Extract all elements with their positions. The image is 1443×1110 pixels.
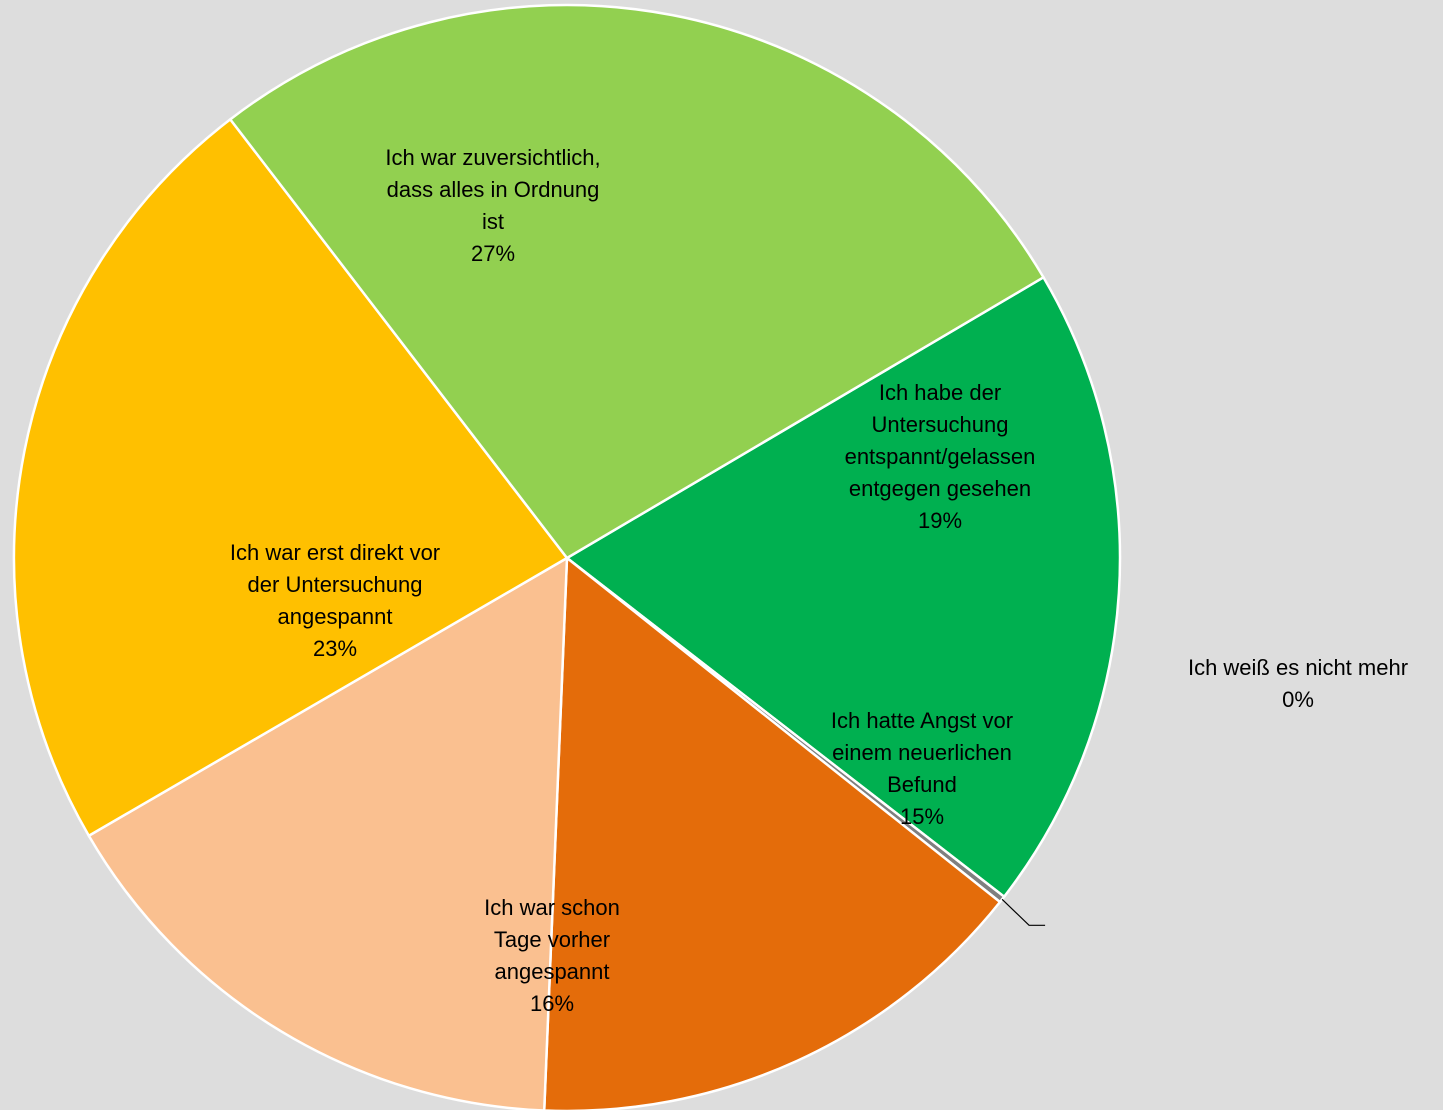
pie-slice-1 (564, 275, 1122, 899)
slice-value-label: 23% (313, 636, 357, 661)
pie-slice-4 (87, 555, 569, 1110)
slice-value-label: 0% (1282, 687, 1314, 712)
slice-category-label: Ich habe der (879, 380, 1001, 405)
slice-value-label: 16% (530, 991, 574, 1016)
slice-category-label: Befund (887, 772, 957, 797)
slice-category-label: Ich war zuversichtlich, (385, 145, 600, 170)
slice-label-3: Ich hatte Angst vor einem neuerlichen Befu… (831, 708, 1013, 829)
slice-label-1: Ich habe der Untersuchung entspannt/gelass… (845, 380, 1036, 533)
slice-category-label: entgegen gesehen (849, 476, 1031, 501)
slice-category-label: der Untersuchung (248, 572, 423, 597)
slice-category-label: entspannt/gelassen (845, 444, 1036, 469)
slice-label-5: Ich war erst direkt vor der Untersuchung a… (230, 540, 440, 661)
leader-line-2 (1001, 898, 1046, 926)
slice-category-label: Ich hatte Angst vor (831, 708, 1013, 733)
slice-label-6: Ich war zuversichtlich, dass alles in Ord… (385, 145, 600, 266)
slice-value-label: 15% (900, 804, 944, 829)
slice-labels: Ich habe der Untersuchung entspannt/gelass… (230, 145, 1408, 1016)
slice-category-label: Ich war erst direkt vor (230, 540, 440, 565)
slice-category-label: dass alles in Ordnung (387, 177, 600, 202)
slice-value-label: 19% (918, 508, 962, 533)
slice-category-label: Ich war schon (484, 895, 620, 920)
slice-value-label: 27% (471, 241, 515, 266)
slice-category-label: Untersuchung (872, 412, 1009, 437)
slice-category-label: Tage vorher (494, 927, 610, 952)
pie-slice-6 (228, 3, 1046, 560)
pie-slices (12, 3, 1122, 1110)
slice-category-label: Ich weiß es nicht mehr (1188, 655, 1408, 680)
slice-category-label: angespannt (495, 959, 610, 984)
slice-category-label: angespannt (278, 604, 393, 629)
leader-lines (1001, 898, 1046, 926)
pie-slice-5 (12, 117, 569, 838)
slice-label-4: Ich war schon Tage vorher angespannt 16% (484, 895, 620, 1016)
slice-category-label: ist (482, 209, 504, 234)
slice-category-label: einem neuerlichen (832, 740, 1012, 765)
slice-label-2: Ich weiß es nicht mehr 0% (1188, 655, 1408, 712)
